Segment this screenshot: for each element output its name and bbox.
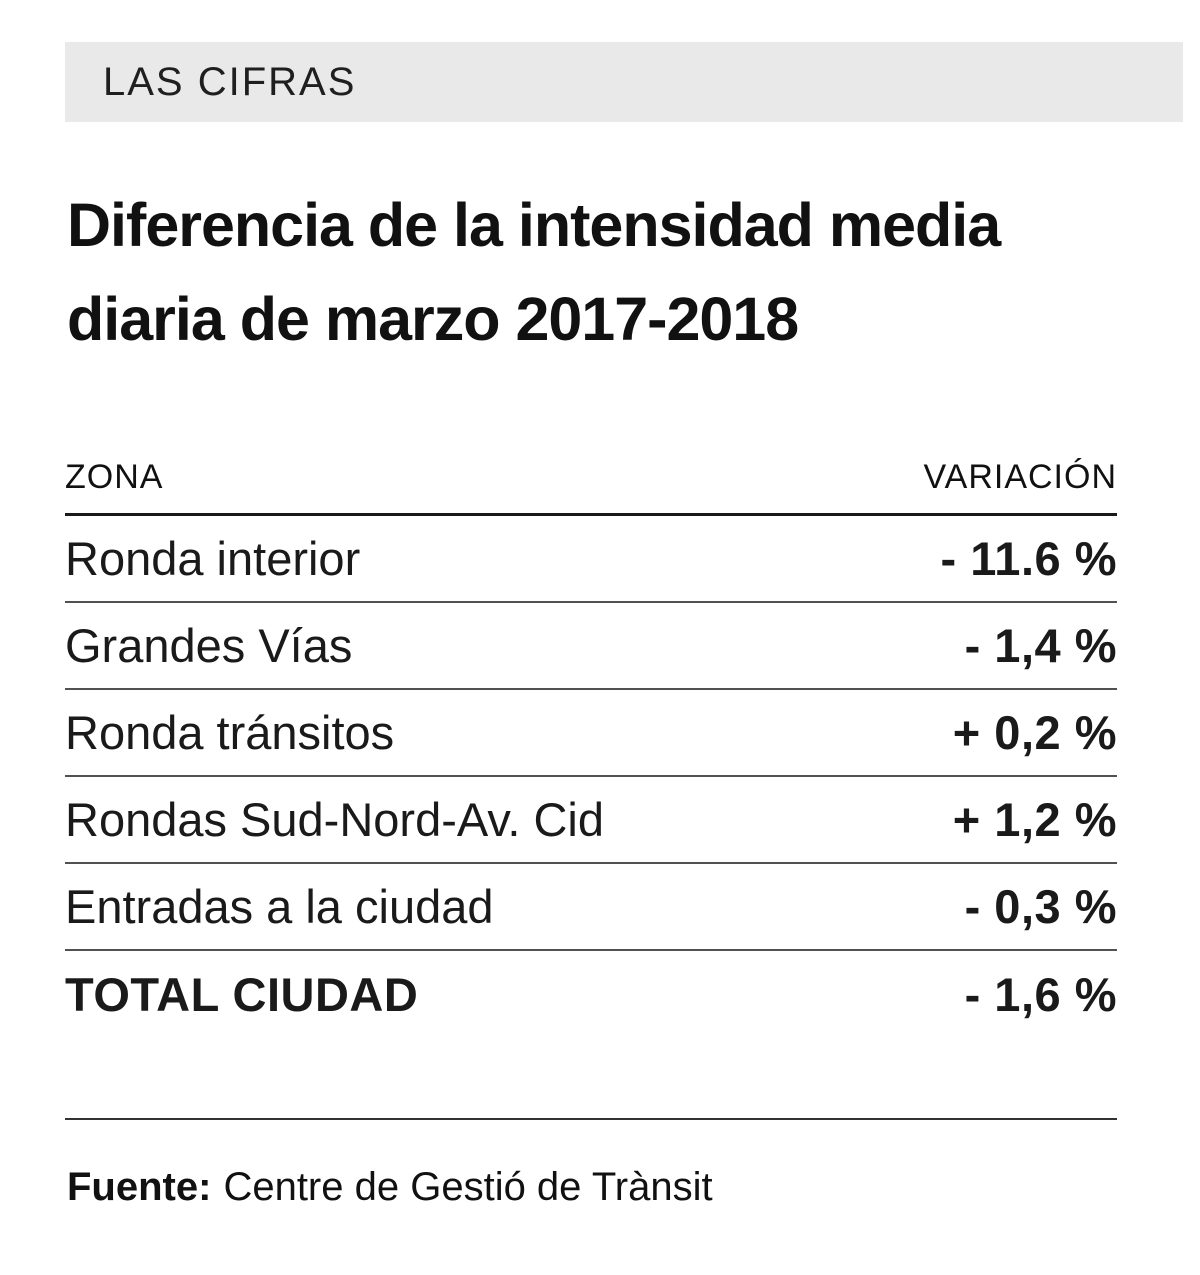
table-row-total: TOTAL CIUDAD - 1,6 %: [65, 951, 1117, 1038]
value-cell: + 1,2 %: [952, 793, 1117, 846]
kicker-label: LAS CIFRAS: [103, 59, 357, 104]
source-text: Centre de Gestió de Trànsit: [223, 1165, 713, 1209]
zone-cell: Ronda interior: [65, 532, 361, 585]
kicker-band: LAS CIFRAS: [65, 42, 1183, 122]
value-cell: + 0,2 %: [952, 706, 1117, 759]
table-row: Entradas a la ciudad - 0,3 %: [65, 864, 1117, 951]
page-title: Diferencia de la intensidad media diaria…: [67, 191, 1001, 353]
source-line: Fuente: Centre de Gestió de Trànsit: [67, 1165, 713, 1210]
zone-cell: Entradas a la ciudad: [65, 880, 494, 933]
value-cell: - 0,3 %: [964, 880, 1117, 933]
source-label: Fuente:: [67, 1165, 212, 1209]
zone-cell: Rondas Sud-Nord-Av. Cid: [65, 793, 605, 846]
table-row: Ronda interior - 11.6 %: [65, 516, 1117, 603]
table-row: Ronda tránsitos + 0,2 %: [65, 690, 1117, 777]
table-row: Grandes Vías - 1,4 %: [65, 603, 1117, 690]
value-cell: - 1,6 %: [964, 968, 1117, 1021]
zone-cell: Ronda tránsitos: [65, 706, 395, 759]
value-cell: - 1,4 %: [964, 619, 1117, 672]
zone-cell: TOTAL CIUDAD: [65, 968, 419, 1021]
table-row: Rondas Sud-Nord-Av. Cid + 1,2 %: [65, 777, 1117, 864]
column-header-variacion: VARIACIÓN: [923, 458, 1117, 496]
column-header-zona: ZONA: [65, 458, 164, 496]
footer-divider: [65, 1118, 1117, 1120]
data-table: ZONA VARIACIÓN Ronda interior - 11.6 % G…: [65, 458, 1117, 1038]
value-cell: - 11.6 %: [940, 532, 1117, 585]
zone-cell: Grandes Vías: [65, 619, 353, 672]
table-header: ZONA VARIACIÓN: [65, 458, 1117, 516]
